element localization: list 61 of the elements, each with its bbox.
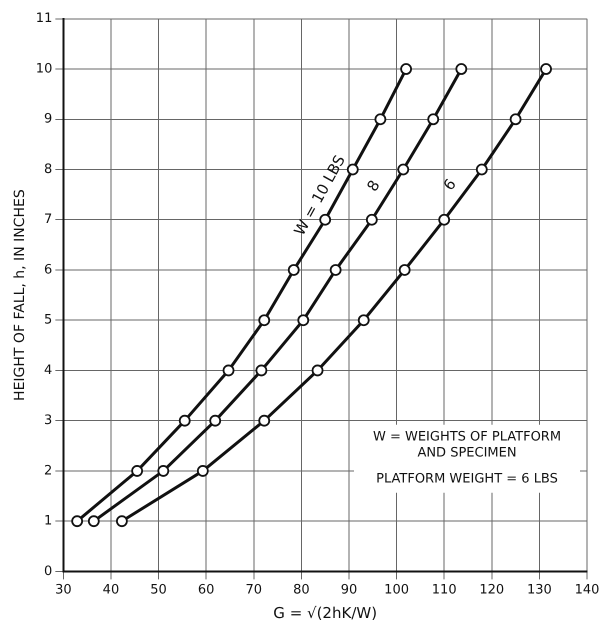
y-tick-label: 11 [36,11,52,26]
point [131,465,144,477]
annotation: W = WEIGHTS OF PLATFORM AND SPECIMEN [372,430,562,461]
point [366,214,378,226]
y-tick-label: 2 [44,463,52,478]
x-tick-label: 70 [245,582,262,598]
point [288,264,300,276]
y-tick-label: 1 [44,514,52,529]
point [358,314,370,326]
point [297,314,310,326]
point [258,314,270,326]
y-tick-label: 3 [44,413,52,428]
point [476,164,488,176]
point [346,164,359,176]
point [455,63,468,75]
point [397,164,410,176]
point [319,214,332,226]
point [157,465,170,477]
point [427,113,440,126]
point [510,113,522,126]
x-tick-label: 40 [102,582,120,598]
x-tick-label: 60 [198,582,214,598]
x-tick-label: 120 [479,582,504,598]
point [71,515,84,528]
point [178,414,191,427]
y-tick-label: 9 [44,112,52,127]
x-tick-label: 30 [55,582,72,598]
point [400,63,412,75]
point [330,264,342,276]
y-tick-label: 4 [44,362,52,378]
x-tick-label: 50 [150,582,167,598]
y-tick-label: 5 [44,312,52,328]
y-tick-label: 7 [44,212,52,228]
y-tick-label: 10 [36,61,52,76]
text: W = 10 LBS [290,152,349,239]
point [258,414,270,427]
x-tick-label: 80 [293,582,310,598]
point [196,465,209,477]
point [540,63,552,75]
y-tick-label: 6 [44,262,52,278]
point [255,364,268,376]
x-axis-title: G = √(2hK/W) [273,604,378,622]
y-tick-label: 0 [44,564,52,579]
x-tick-label: 110 [432,582,457,598]
point [312,364,324,376]
point [438,214,450,226]
annotation: PLATFORM WEIGHT = 6 LBS [376,472,558,487]
x-tick-label: 100 [384,582,409,598]
x-tick-label: 140 [574,582,600,598]
point [398,264,411,276]
point [374,113,386,126]
point [209,414,222,427]
point [116,515,128,528]
point [88,515,100,528]
x-tick-label: 90 [340,582,358,598]
text: 6 [440,175,460,194]
text: 8 [363,177,384,195]
point [222,364,234,376]
y-axis-title: HEIGHT OF FALL, h, IN INCHES [12,189,28,401]
x-tick-label: 130 [526,582,552,598]
y-tick-label: 8 [44,162,52,177]
